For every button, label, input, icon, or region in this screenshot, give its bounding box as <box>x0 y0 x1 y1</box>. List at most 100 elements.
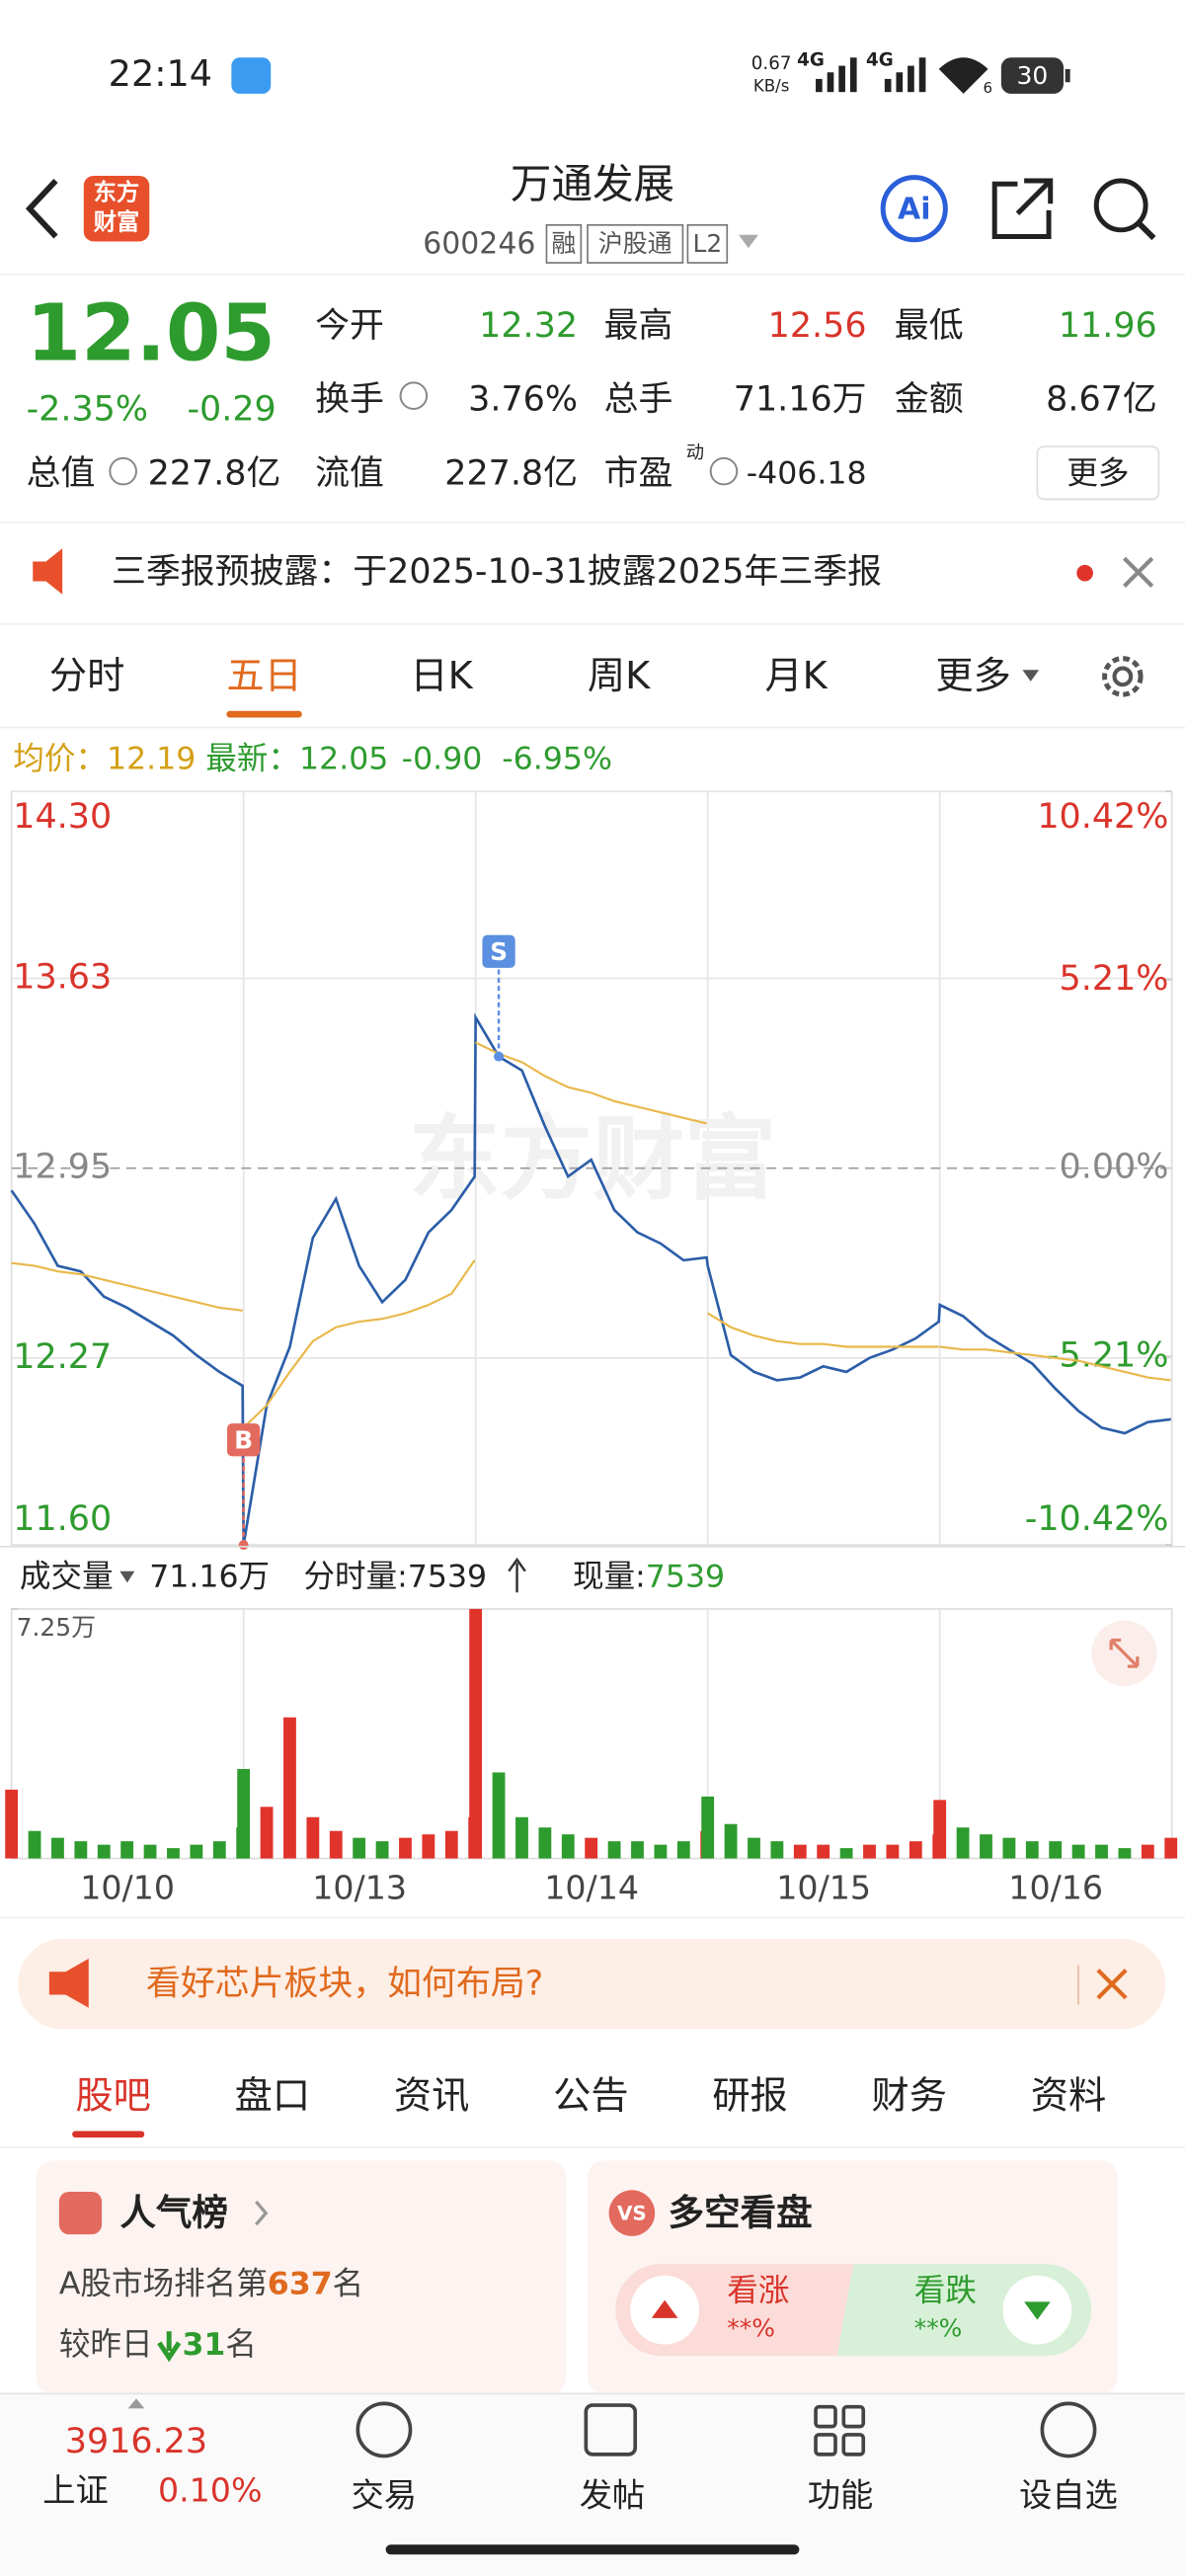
volume-bar <box>306 1816 320 1859</box>
field-label: 流值 <box>315 453 384 493</box>
y-tick-label: 12.95 <box>13 1148 112 1187</box>
tab[interactable]: 资讯 <box>394 2075 469 2119</box>
content-tabs: 股吧 盘口 资讯 公告 研报 财务 资料 <box>75 2075 1106 2119</box>
badge-text: 融 <box>551 229 576 258</box>
volume-bar <box>375 1841 389 1859</box>
latest-change-pct: -6.95% <box>502 742 612 777</box>
unread-dot <box>1076 564 1093 582</box>
tab[interactable]: 日K <box>410 655 473 698</box>
average-line <box>475 1041 707 1125</box>
y2-tick-label: -5.21% <box>1047 1335 1168 1375</box>
index-arrow <box>127 2398 145 2409</box>
avg-value: 12.19 <box>107 742 196 777</box>
signal-icon <box>884 57 926 93</box>
settings-core <box>1112 666 1134 687</box>
volume-bar <box>748 1837 760 1859</box>
tick-label: 分时量: <box>303 1559 407 1594</box>
x-tick-label: 10/10 <box>80 1869 175 1907</box>
change-prefix: 较昨日 <box>59 2327 153 2363</box>
index-value[interactable]: 3916.23 <box>65 2422 207 2461</box>
close-button[interactable] <box>1123 556 1154 588</box>
tab-active[interactable]: 股吧 <box>75 2075 150 2119</box>
index-name: 上证 <box>42 2471 108 2510</box>
tab[interactable]: 更多 <box>935 655 1010 698</box>
field-value: 8.67亿 <box>1046 380 1157 420</box>
field-label: 金额 <box>895 380 964 420</box>
field-label: 市盈 <box>604 453 673 493</box>
back-button[interactable] <box>25 178 58 239</box>
volume-bar <box>120 1841 134 1859</box>
change-pct: -2.35% <box>27 390 148 430</box>
trade-marker <box>227 1423 261 1457</box>
volume-bar <box>561 1834 575 1859</box>
share-button[interactable] <box>991 178 1054 239</box>
settings-button[interactable] <box>1102 656 1144 697</box>
volume-frame <box>10 1608 1173 1860</box>
tab[interactable]: 资料 <box>1031 2075 1106 2119</box>
search-button[interactable] <box>1093 178 1148 233</box>
rank-suffix: 名 <box>333 2267 364 2302</box>
trade-marker-point <box>494 1051 505 1062</box>
volume-bar <box>5 1789 19 1859</box>
volume-bar <box>817 1844 830 1859</box>
bear-label: 看跌 <box>914 2273 977 2308</box>
nav-item[interactable]: 发帖 <box>580 2476 645 2515</box>
notice-text[interactable]: 三季报预披露：于2025-10-31披露2025年三季报 <box>112 552 882 592</box>
quote-fields: 今开 12.32 最高 12.56 最低 11.96 换手 3.76% 总手 7… <box>27 306 1157 494</box>
tab-underline <box>226 710 302 718</box>
wifi-icon <box>938 57 988 94</box>
volume-bar <box>701 1796 715 1859</box>
banner[interactable] <box>18 1939 1166 2030</box>
ai-button[interactable] <box>880 175 948 243</box>
average-line <box>707 1312 939 1348</box>
volume-bar <box>190 1844 203 1859</box>
volume-bar <box>51 1837 64 1859</box>
tab[interactable]: 盘口 <box>235 2075 310 2119</box>
y-tick-label: 12.27 <box>13 1337 112 1377</box>
volume-bar <box>353 1837 366 1859</box>
logo-text: 财富 <box>94 209 140 236</box>
nav-item[interactable]: 交易 <box>352 2476 417 2515</box>
rank-prefix: A股市场排名第 <box>59 2267 268 2302</box>
bear-arrow <box>1024 2301 1051 2320</box>
bull-pct: **% <box>727 2314 775 2343</box>
index-change: 0.10% <box>158 2471 263 2510</box>
volume-bar <box>1025 1841 1039 1859</box>
now-label: 现量: <box>573 1559 646 1594</box>
more-button[interactable] <box>1036 445 1160 501</box>
home-indicator <box>385 2544 800 2555</box>
volume-bar <box>770 1841 784 1859</box>
field-label: 最低 <box>895 306 964 346</box>
badge-text: 沪股通 <box>598 229 672 258</box>
badge-text: L2 <box>692 229 722 258</box>
y-tick-label: 11.60 <box>13 1499 112 1539</box>
volume-bar <box>585 1837 598 1859</box>
nav-item[interactable]: 设自选 <box>1019 2476 1118 2515</box>
tab[interactable]: 月K <box>764 655 828 698</box>
tab[interactable]: 财务 <box>872 2075 947 2119</box>
dropdown-arrow[interactable] <box>738 234 758 249</box>
y2-tick-label: 0.00% <box>1060 1148 1169 1187</box>
tab[interactable]: 研报 <box>712 2075 787 2119</box>
net-unit: KB/s <box>753 77 790 96</box>
x-tick-label: 10/14 <box>544 1869 639 1907</box>
volume-bar <box>74 1841 88 1859</box>
volume-bar <box>97 1844 111 1859</box>
tab-active[interactable]: 五日 <box>226 655 301 698</box>
last-price: 12.05 <box>27 286 276 378</box>
tab[interactable]: 公告 <box>553 2075 628 2119</box>
app-icon <box>231 57 272 94</box>
volume-label[interactable]: 成交量 <box>20 1559 114 1594</box>
trade-marker-label: S <box>490 937 508 966</box>
logo-text: 东方 <box>94 180 140 206</box>
banner-close[interactable] <box>1096 1969 1128 2000</box>
tab[interactable]: 周K <box>588 655 651 698</box>
badge <box>686 223 729 264</box>
y2-tick-label: -10.42% <box>1025 1499 1169 1539</box>
tab[interactable]: 分时 <box>49 655 124 698</box>
volume-bar <box>237 1768 251 1859</box>
banner-text: 看好芯片板块，如何布局? <box>146 1965 543 2004</box>
nav-item[interactable]: 功能 <box>808 2476 873 2515</box>
volume-bar <box>167 1848 180 1859</box>
volume-bar <box>839 1848 853 1859</box>
